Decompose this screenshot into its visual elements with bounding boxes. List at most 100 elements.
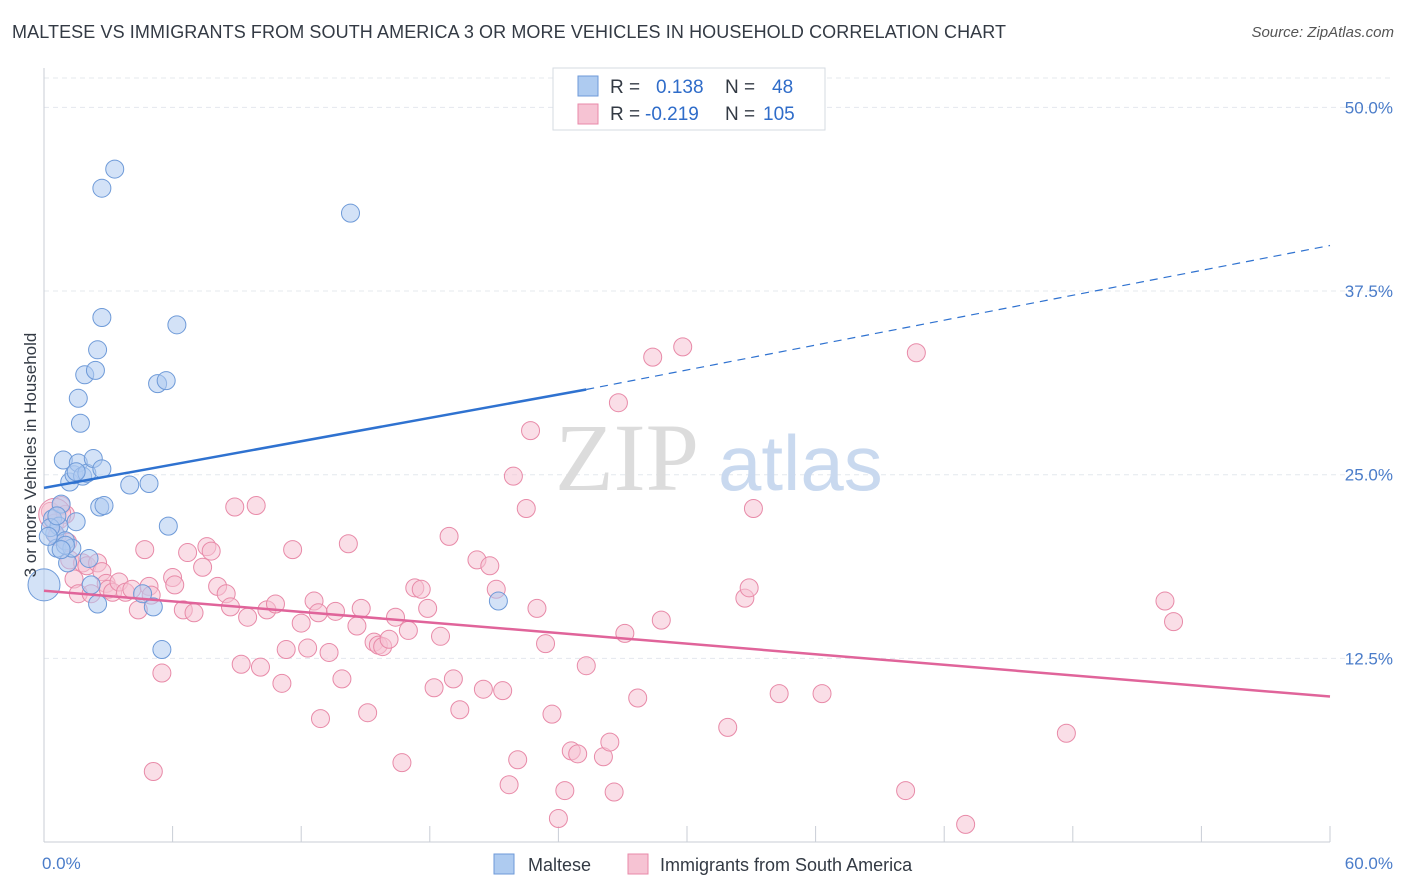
point-south-america-89 xyxy=(568,744,588,764)
point-maltese-46 xyxy=(66,462,86,482)
point-south-america-96 xyxy=(628,688,648,708)
bottom-legend-label-maltese: Maltese xyxy=(528,855,591,875)
point-south-america-62 xyxy=(379,629,399,649)
point-south-america-58 xyxy=(358,703,378,723)
point-south-america-93 xyxy=(604,782,624,802)
point-south-america-100 xyxy=(718,717,738,737)
point-south-america-103 xyxy=(743,498,763,518)
point-maltese-22 xyxy=(85,360,105,380)
point-maltese-12 xyxy=(66,512,86,532)
point-south-america-52 xyxy=(319,642,339,662)
point-south-america-70 xyxy=(431,626,451,646)
point-south-america-41 xyxy=(250,657,270,677)
y-tick-label-0: 12.5% xyxy=(1345,649,1393,668)
point-maltese-15 xyxy=(70,413,90,433)
point-maltese-39 xyxy=(167,315,187,335)
point-south-america-107 xyxy=(896,781,916,801)
point-south-america-108 xyxy=(956,814,976,834)
point-south-america-94 xyxy=(608,393,628,413)
point-maltese-23 xyxy=(88,594,108,614)
point-south-america-48 xyxy=(298,638,318,658)
point-south-america-27 xyxy=(165,575,185,595)
y-tick-label-1: 25.0% xyxy=(1345,466,1393,485)
point-south-america-81 xyxy=(508,750,528,770)
y-axis-label: 3 or more Vehicles in Household xyxy=(21,333,40,578)
point-south-america-69 xyxy=(424,678,444,698)
legend-n-label: N = xyxy=(725,77,755,98)
point-south-america-75 xyxy=(473,679,493,699)
point-south-america-86 xyxy=(548,808,568,828)
legend-r-value-south-america: -0.219 xyxy=(645,104,699,125)
point-south-america-55 xyxy=(338,534,358,554)
point-south-america-64 xyxy=(392,753,412,773)
point-south-america-112 xyxy=(521,421,541,441)
axes xyxy=(43,68,1331,843)
point-south-america-82 xyxy=(516,498,536,518)
point-south-america-30 xyxy=(184,603,204,623)
trend-line-maltese xyxy=(43,388,587,490)
point-south-america-47 xyxy=(291,613,311,633)
x-tick-label-0: 0.0% xyxy=(42,854,81,873)
point-south-america-33 xyxy=(201,541,221,561)
point-south-america-56 xyxy=(347,616,367,636)
watermark: ZIP atlas xyxy=(555,404,883,511)
point-south-america-73 xyxy=(450,700,470,720)
point-maltese-0 xyxy=(27,568,61,602)
x-tick-label-1: 60.0% xyxy=(1345,854,1393,873)
point-south-america-84 xyxy=(536,634,556,654)
legend-r-label: R = xyxy=(610,77,640,98)
point-south-america-65 xyxy=(398,620,418,640)
point-maltese-33 xyxy=(139,474,159,494)
trend-line-south-america xyxy=(43,589,1331,698)
point-maltese-45 xyxy=(38,526,58,546)
point-south-america-46 xyxy=(283,540,303,560)
point-maltese-20 xyxy=(81,575,101,595)
point-south-america-38 xyxy=(231,654,251,674)
legend-swatch-maltese xyxy=(577,75,599,97)
point-maltese-31 xyxy=(120,475,140,495)
point-south-america-105 xyxy=(812,684,832,704)
top-legend: R = 0.138 N = 48 R = -0.219 N = 105 xyxy=(552,67,826,131)
watermark-atlas: atlas xyxy=(718,419,883,507)
point-south-america-68 xyxy=(418,598,438,618)
point-maltese-19 xyxy=(79,548,99,568)
legend-n-label-2: N = xyxy=(725,104,755,125)
point-maltese-47 xyxy=(51,540,71,560)
point-south-america-54 xyxy=(332,669,352,689)
point-south-america-51 xyxy=(310,709,330,729)
point-south-america-78 xyxy=(493,681,513,701)
point-south-america-110 xyxy=(1155,591,1175,611)
point-maltese-26 xyxy=(92,307,112,327)
point-south-america-79 xyxy=(499,775,519,795)
point-maltese-40 xyxy=(340,203,360,223)
point-south-america-87 xyxy=(555,781,575,801)
point-south-america-67 xyxy=(411,579,431,599)
point-south-america-72 xyxy=(443,669,463,689)
point-maltese-43 xyxy=(47,506,67,526)
point-maltese-36 xyxy=(152,640,172,660)
point-south-america-109 xyxy=(1056,723,1076,743)
bottom-legend-swatch-south-america xyxy=(627,853,649,875)
legend-swatch-south-america xyxy=(577,103,599,125)
point-south-america-106 xyxy=(906,343,926,363)
point-south-america-63 xyxy=(386,607,406,627)
watermark-zip: ZIP xyxy=(555,404,699,511)
point-south-america-53 xyxy=(325,601,345,621)
y-tick-label-3: 50.0% xyxy=(1345,98,1393,117)
legend-r-value-maltese: 0.138 xyxy=(656,77,704,98)
point-south-america-92 xyxy=(600,732,620,752)
point-maltese-29 xyxy=(94,496,114,516)
chart-title: MALTESE VS IMMIGRANTS FROM SOUTH AMERICA… xyxy=(12,22,1007,42)
point-south-america-25 xyxy=(152,663,172,683)
point-maltese-28 xyxy=(92,178,112,198)
series-maltese xyxy=(27,159,508,660)
y-tick-label-2: 37.5% xyxy=(1345,282,1393,301)
point-south-america-111 xyxy=(1164,612,1184,632)
legend-n-value-maltese: 48 xyxy=(772,77,793,98)
bottom-legend: Maltese Immigrants from South America xyxy=(493,853,913,875)
point-south-america-57 xyxy=(351,598,371,618)
point-south-america-98 xyxy=(651,610,671,630)
point-south-america-83 xyxy=(527,598,547,618)
point-south-america-40 xyxy=(246,496,266,516)
